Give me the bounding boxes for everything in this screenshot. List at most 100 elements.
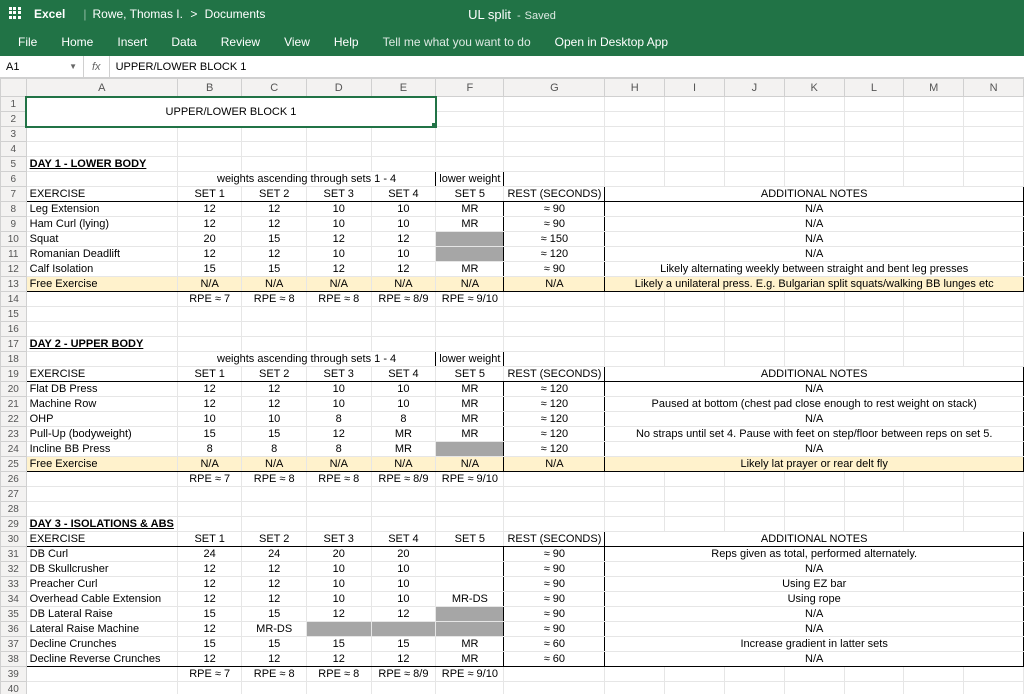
table-header[interactable]: SET 2 <box>242 187 307 202</box>
set-value[interactable]: 15 <box>242 427 307 442</box>
menu-home[interactable]: Home <box>49 28 105 56</box>
set-value[interactable]: MR-DS <box>242 622 307 637</box>
set-value[interactable] <box>436 577 504 592</box>
set-value[interactable]: 8 <box>177 442 242 457</box>
cell[interactable] <box>306 487 371 502</box>
row-header[interactable]: 18 <box>1 352 27 367</box>
menu-help[interactable]: Help <box>322 28 371 56</box>
cell[interactable] <box>26 142 177 157</box>
set-value[interactable] <box>436 547 504 562</box>
set-value[interactable]: 15 <box>242 637 307 652</box>
exercise-name[interactable]: DB Lateral Raise <box>26 607 177 622</box>
cell[interactable] <box>242 322 307 337</box>
cell[interactable] <box>306 142 371 157</box>
set-value[interactable]: 15 <box>177 607 242 622</box>
set-value[interactable] <box>306 622 371 637</box>
set-value[interactable]: 24 <box>177 547 242 562</box>
exercise-name[interactable]: Squat <box>26 232 177 247</box>
cell[interactable] <box>242 682 307 694</box>
col-header[interactable]: E <box>371 79 436 97</box>
cell[interactable] <box>844 97 904 112</box>
set-value[interactable]: N/A <box>371 277 436 292</box>
cell[interactable] <box>784 502 844 517</box>
set-value[interactable]: 12 <box>371 232 436 247</box>
exercise-name[interactable]: Machine Row <box>26 397 177 412</box>
cell[interactable] <box>724 112 784 127</box>
cell[interactable] <box>436 682 504 694</box>
cell[interactable] <box>306 307 371 322</box>
cell[interactable] <box>964 292 1024 307</box>
set-value[interactable]: 10 <box>371 592 436 607</box>
table-header[interactable]: REST (SECONDS) <box>504 532 605 547</box>
cell[interactable] <box>26 472 177 487</box>
row-header[interactable]: 22 <box>1 412 27 427</box>
rpe-label[interactable]: RPE ≈ 7 <box>177 667 242 682</box>
cell[interactable] <box>724 517 784 532</box>
cell[interactable] <box>724 292 784 307</box>
col-header[interactable]: F <box>436 79 504 97</box>
rpe-label[interactable]: RPE ≈ 7 <box>177 292 242 307</box>
cell[interactable] <box>844 142 904 157</box>
exercise-name[interactable]: Decline Reverse Crunches <box>26 652 177 667</box>
set-value[interactable]: 8 <box>306 412 371 427</box>
col-header[interactable]: C <box>242 79 307 97</box>
section-header[interactable]: DAY 1 - LOWER BODY <box>26 157 177 172</box>
cell[interactable] <box>371 682 436 694</box>
cell[interactable] <box>242 487 307 502</box>
exercise-name[interactable]: Flat DB Press <box>26 382 177 397</box>
table-header[interactable]: REST (SECONDS) <box>504 187 605 202</box>
rpe-label[interactable]: RPE ≈ 9/10 <box>436 472 504 487</box>
exercise-name[interactable]: Overhead Cable Extension <box>26 592 177 607</box>
set-value[interactable]: MR <box>436 412 504 427</box>
row-header[interactable]: 31 <box>1 547 27 562</box>
set-value[interactable]: 12 <box>177 592 242 607</box>
rpe-label[interactable]: RPE ≈ 8 <box>242 292 307 307</box>
rpe-label[interactable]: RPE ≈ 8 <box>242 472 307 487</box>
cell[interactable] <box>665 172 725 187</box>
row-header[interactable]: 29 <box>1 517 27 532</box>
rest-value[interactable]: ≈ 120 <box>504 427 605 442</box>
set-value[interactable]: N/A <box>306 277 371 292</box>
col-header[interactable]: N <box>964 79 1024 97</box>
note-value[interactable]: N/A <box>605 412 1024 427</box>
cell[interactable] <box>371 502 436 517</box>
rpe-label[interactable]: RPE ≈ 8 <box>306 667 371 682</box>
set-value[interactable]: 15 <box>371 637 436 652</box>
row-header[interactable]: 27 <box>1 487 27 502</box>
cell[interactable] <box>665 142 725 157</box>
cell[interactable] <box>177 157 242 172</box>
cell[interactable] <box>784 337 844 352</box>
col-header[interactable]: A <box>26 79 177 97</box>
note-value[interactable]: Using EZ bar <box>605 577 1024 592</box>
cell[interactable] <box>26 307 177 322</box>
cell[interactable] <box>784 172 844 187</box>
set-value[interactable]: 24 <box>242 547 307 562</box>
cell[interactable] <box>964 682 1024 694</box>
cell[interactable] <box>436 307 504 322</box>
set-value[interactable]: 12 <box>177 652 242 667</box>
cell[interactable] <box>436 517 504 532</box>
cell[interactable] <box>665 502 725 517</box>
row-header[interactable]: 26 <box>1 472 27 487</box>
banner-lower-weight[interactable]: lower weight <box>436 352 504 367</box>
exercise-name[interactable]: Lateral Raise Machine <box>26 622 177 637</box>
cell[interactable] <box>784 292 844 307</box>
set-value[interactable]: MR <box>436 382 504 397</box>
cell[interactable] <box>306 517 371 532</box>
cell[interactable] <box>964 337 1024 352</box>
cell[interactable] <box>724 307 784 322</box>
cell[interactable] <box>242 517 307 532</box>
row-header[interactable]: 7 <box>1 187 27 202</box>
cell[interactable] <box>964 487 1024 502</box>
set-value[interactable]: 12 <box>306 262 371 277</box>
rpe-label[interactable]: RPE ≈ 8 <box>306 472 371 487</box>
set-value[interactable]: 15 <box>242 232 307 247</box>
row-header[interactable]: 36 <box>1 622 27 637</box>
col-header[interactable]: B <box>177 79 242 97</box>
row-header[interactable]: 19 <box>1 367 27 382</box>
set-value[interactable]: 12 <box>177 622 242 637</box>
table-header[interactable]: SET 2 <box>242 367 307 382</box>
row-header[interactable]: 40 <box>1 682 27 694</box>
set-value[interactable]: 15 <box>177 427 242 442</box>
cell[interactable] <box>436 502 504 517</box>
